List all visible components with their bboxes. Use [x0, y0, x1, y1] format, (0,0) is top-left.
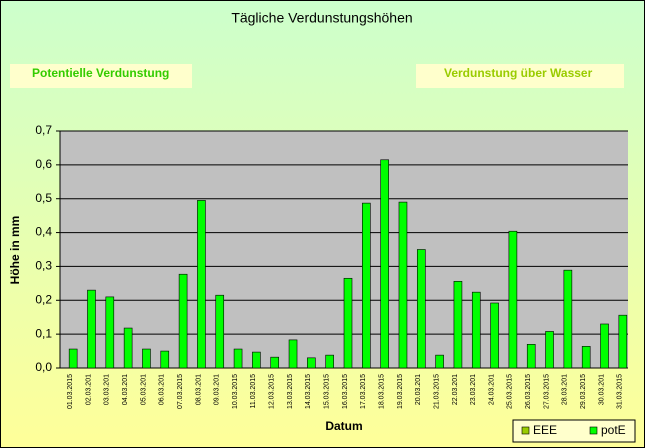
x-tick-label: 08.03.201 — [195, 374, 202, 405]
x-tick-label: 19.03.2015 — [397, 374, 404, 409]
bar — [618, 314, 628, 369]
x-tick-label: 27.03.2015 — [543, 374, 550, 409]
x-tick-label: 05.03.201 — [140, 374, 147, 405]
y-axis-title: Höhe in mm — [8, 216, 22, 285]
x-tick-label: 10.03.2015 — [232, 374, 239, 409]
bar — [398, 201, 408, 369]
x-tick-label: 16.03.2015 — [342, 374, 349, 409]
x-tick-label: 01.03.2015 — [67, 374, 74, 409]
bar — [526, 343, 536, 369]
bar — [160, 350, 170, 369]
annotation: Verdunstung über Wasser — [444, 66, 593, 80]
x-tick-label: 13.03.2015 — [287, 374, 294, 409]
bar — [87, 289, 96, 369]
x-tick-label: 07.03.2015 — [177, 374, 184, 409]
x-tick-label: 14.03.2015 — [305, 374, 312, 409]
x-tick-label: 11.03.2015 — [250, 374, 257, 409]
annotation-box — [10, 64, 192, 88]
x-tick-label: 30.03.201 — [598, 374, 605, 405]
y-tick-label: 0,2 — [35, 292, 52, 306]
bar — [508, 230, 518, 369]
legend-label: EEE — [533, 423, 557, 437]
bar — [435, 354, 444, 369]
y-tick-label: 0,6 — [35, 157, 52, 171]
y-tick-label: 0,3 — [35, 259, 52, 273]
bar — [142, 348, 151, 369]
x-tick-label: 23.03.201 — [470, 374, 477, 405]
x-tick-label: 24.03.201 — [488, 374, 495, 405]
legend — [512, 419, 636, 443]
x-tick-label: 21.03.2015 — [433, 374, 440, 409]
bar — [416, 249, 426, 369]
bar — [123, 327, 133, 369]
bar — [563, 269, 573, 369]
bar — [545, 331, 554, 369]
y-tick-label: 0,4 — [35, 225, 52, 239]
bar — [581, 346, 591, 369]
x-tick-label: 26.03.2015 — [525, 374, 532, 409]
x-tick-label: 15.03.2015 — [324, 374, 331, 409]
y-tick-label: 0,7 — [35, 123, 52, 137]
legend-swatch — [521, 426, 530, 435]
x-tick-label: 25.03.2015 — [507, 374, 514, 409]
x-tick-label: 18.03.2015 — [378, 374, 385, 409]
bar — [215, 294, 225, 369]
bar — [453, 281, 463, 369]
x-tick-label: 12.03.2015 — [269, 374, 276, 409]
bar — [490, 302, 499, 369]
bar — [105, 296, 115, 369]
y-tick-label: 0,0 — [35, 360, 52, 374]
y-tick-label: 0,5 — [35, 191, 52, 205]
bar — [178, 273, 188, 369]
legend-label: potE — [601, 423, 626, 437]
x-tick-label: 04.03.201 — [122, 374, 129, 405]
y-tick-label: 0,1 — [35, 326, 52, 340]
bar — [380, 159, 389, 369]
x-tick-label: 20.03.201 — [415, 374, 422, 405]
bar — [600, 323, 609, 369]
bar — [343, 277, 353, 369]
x-tick-label: 02.03.201 — [85, 374, 92, 405]
annotation-box — [416, 64, 624, 88]
bar — [288, 339, 298, 369]
bar — [68, 348, 78, 369]
x-tick-label: 09.03.201 — [214, 374, 221, 405]
x-tick-label: 17.03.2015 — [360, 374, 367, 409]
annotation: Potentielle Verdunstung — [32, 66, 169, 80]
bar — [307, 357, 316, 369]
x-tick-label: 22.03.201 — [452, 374, 459, 405]
bar — [362, 202, 371, 369]
bar — [233, 348, 243, 369]
x-tick-label: 03.03.201 — [104, 374, 111, 405]
x-tick-label: 06.03.201 — [159, 374, 166, 405]
bar — [197, 200, 206, 369]
x-tick-label: 29.03.2015 — [580, 374, 587, 409]
x-axis-title: Datum — [325, 419, 362, 433]
bar — [471, 291, 481, 369]
bar — [252, 351, 261, 369]
bar — [270, 356, 280, 369]
legend-swatch — [589, 426, 598, 435]
x-tick-label: 28.03.201 — [562, 374, 569, 405]
chart-title: Tägliche Verdunstungshöhen — [231, 10, 412, 26]
x-tick-label: 31.03.2015 — [617, 374, 624, 409]
bar — [325, 354, 334, 369]
